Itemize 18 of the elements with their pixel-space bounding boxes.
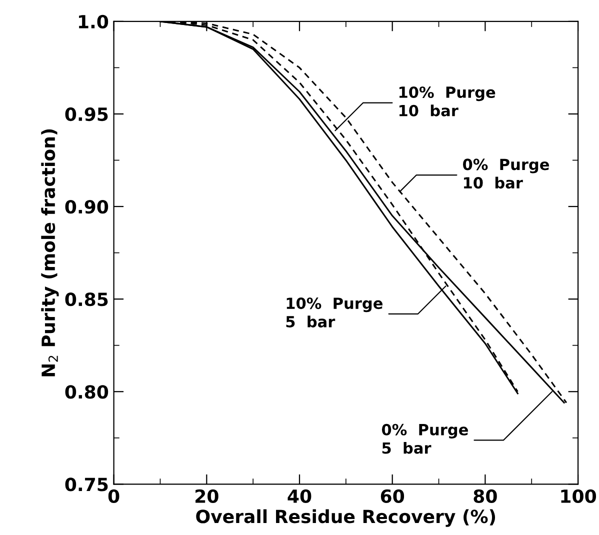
- y-tick-label: 0.80: [65, 385, 108, 399]
- y-tick-label: 1.0: [79, 14, 108, 29]
- y-axis-title: N$_{2}$ Purity (mole fraction): [41, 129, 59, 376]
- x-tick-label: 100: [561, 489, 596, 504]
- annotation: 0% Purge 10 bar: [463, 158, 550, 189]
- x-tick-label: 0: [108, 489, 120, 504]
- x-tick-label: 20: [196, 489, 218, 504]
- y-tick-label: 0.90: [65, 200, 108, 214]
- x-tick-label: 60: [380, 489, 404, 504]
- annotation: 0% Purge 5 bar: [382, 424, 468, 454]
- x-axis-title: Overall Residue Recovery (%): [196, 509, 496, 527]
- x-tick-label: 80: [474, 489, 497, 504]
- annotation: 10% Purge 10 bar: [399, 86, 496, 116]
- y-tick-label: 0.75: [65, 478, 108, 492]
- x-tick-label: 40: [288, 489, 312, 504]
- y-tick-label: 0.85: [65, 292, 108, 306]
- y-tick-label: 0.95: [65, 107, 108, 122]
- annotation: 10% Purge 5 bar: [286, 298, 382, 328]
